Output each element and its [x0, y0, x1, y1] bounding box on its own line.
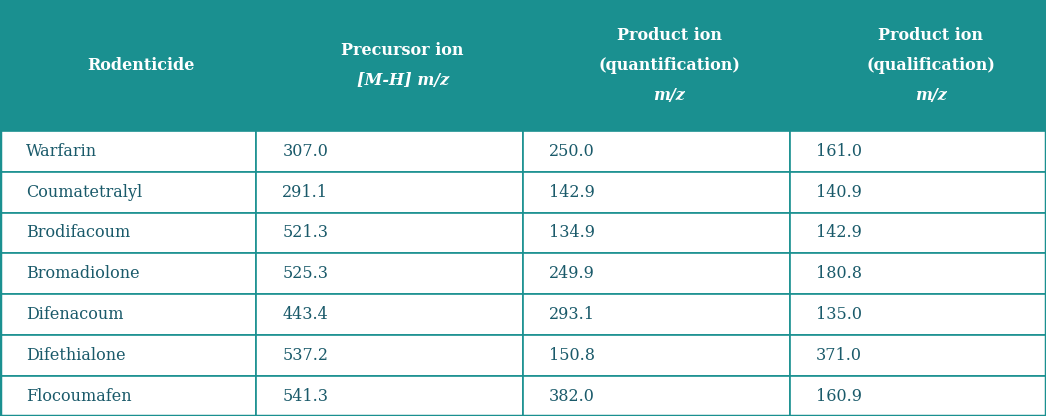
Text: 443.4: 443.4	[282, 306, 328, 323]
Bar	[523, 131, 790, 172]
Text: 249.9: 249.9	[549, 265, 595, 282]
Bar	[0, 253, 256, 294]
Text: Flocoumafen: Flocoumafen	[26, 388, 132, 404]
Bar	[256, 0, 523, 131]
Bar	[256, 172, 523, 213]
Text: 525.3: 525.3	[282, 265, 328, 282]
Text: Precursor ion: Precursor ion	[341, 42, 464, 59]
Text: 150.8: 150.8	[549, 347, 595, 364]
Bar	[256, 131, 523, 172]
Text: 135.0: 135.0	[816, 306, 862, 323]
Bar	[790, 213, 1046, 253]
Text: Bromadiolone: Bromadiolone	[26, 265, 140, 282]
Bar	[0, 213, 256, 253]
Text: (qualification): (qualification)	[866, 57, 996, 74]
Text: m/z: m/z	[654, 87, 685, 104]
Text: m/z: m/z	[915, 87, 947, 104]
Bar	[256, 253, 523, 294]
Text: 307.0: 307.0	[282, 143, 328, 160]
Bar	[790, 253, 1046, 294]
Text: 142.9: 142.9	[816, 225, 862, 241]
Text: 521.3: 521.3	[282, 225, 328, 241]
Bar	[256, 213, 523, 253]
Text: 291.1: 291.1	[282, 184, 328, 201]
Text: 293.1: 293.1	[549, 306, 595, 323]
Bar	[0, 376, 256, 416]
Text: Product ion: Product ion	[879, 27, 983, 44]
Text: Difethialone: Difethialone	[26, 347, 126, 364]
Bar	[523, 294, 790, 335]
Bar	[790, 131, 1046, 172]
Text: 134.9: 134.9	[549, 225, 595, 241]
Bar	[523, 253, 790, 294]
Bar	[523, 376, 790, 416]
Bar	[256, 335, 523, 376]
Text: 382.0: 382.0	[549, 388, 595, 404]
Bar	[0, 294, 256, 335]
Text: [M-H] m/z: [M-H] m/z	[357, 72, 449, 89]
Text: (quantification): (quantification)	[598, 57, 741, 74]
Bar	[523, 335, 790, 376]
Bar	[0, 172, 256, 213]
Bar	[790, 294, 1046, 335]
Bar	[523, 213, 790, 253]
Bar	[0, 335, 256, 376]
Text: 161.0: 161.0	[816, 143, 862, 160]
Text: 537.2: 537.2	[282, 347, 328, 364]
Bar	[790, 0, 1046, 131]
Bar	[0, 131, 256, 172]
Text: 142.9: 142.9	[549, 184, 595, 201]
Bar	[0, 0, 256, 131]
Bar	[523, 172, 790, 213]
Bar	[790, 335, 1046, 376]
Text: 250.0: 250.0	[549, 143, 595, 160]
Text: 180.8: 180.8	[816, 265, 862, 282]
Text: Coumatetralyl: Coumatetralyl	[26, 184, 142, 201]
Text: 541.3: 541.3	[282, 388, 328, 404]
Text: 160.9: 160.9	[816, 388, 862, 404]
Text: Brodifacoum: Brodifacoum	[26, 225, 131, 241]
Bar	[790, 376, 1046, 416]
Text: Rodenticide: Rodenticide	[88, 57, 195, 74]
Text: Warfarin: Warfarin	[26, 143, 97, 160]
Bar	[256, 294, 523, 335]
Bar	[256, 376, 523, 416]
Text: Difenacoum: Difenacoum	[26, 306, 123, 323]
Text: 140.9: 140.9	[816, 184, 862, 201]
Text: Product ion: Product ion	[617, 27, 722, 44]
Bar	[790, 172, 1046, 213]
Bar	[523, 0, 790, 131]
Text: 371.0: 371.0	[816, 347, 862, 364]
